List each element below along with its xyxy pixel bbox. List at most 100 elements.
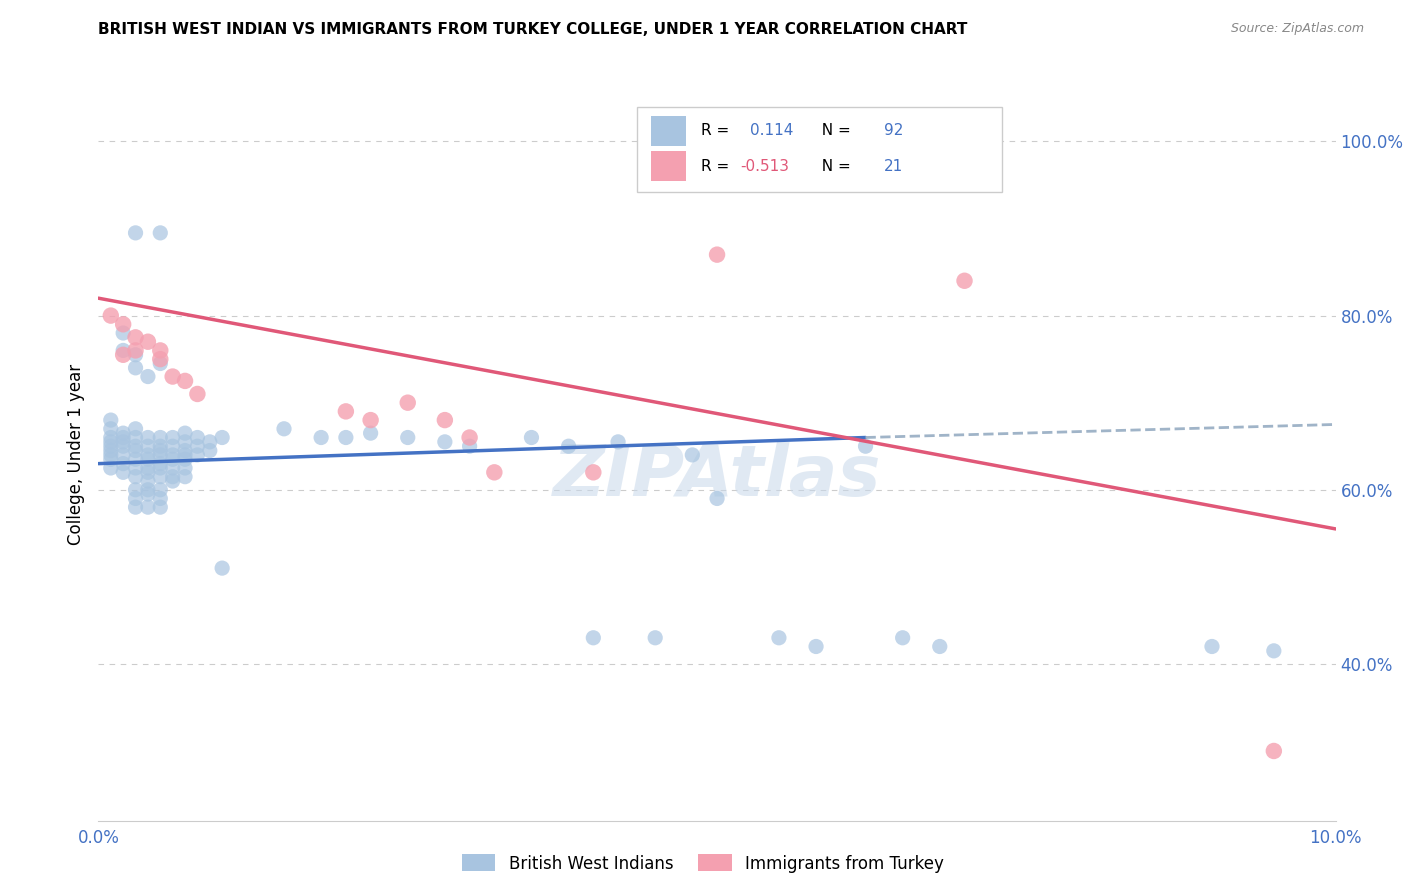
Text: R =: R = <box>702 159 734 174</box>
Text: BRITISH WEST INDIAN VS IMMIGRANTS FROM TURKEY COLLEGE, UNDER 1 YEAR CORRELATION : BRITISH WEST INDIAN VS IMMIGRANTS FROM T… <box>98 22 967 37</box>
Point <box>136 334 159 349</box>
Point <box>174 426 197 441</box>
Point <box>396 395 419 409</box>
Point <box>149 352 172 367</box>
Bar <box>651 151 686 181</box>
Text: 21: 21 <box>884 159 903 174</box>
Point <box>162 469 184 483</box>
Point <box>891 631 914 645</box>
Point <box>582 631 605 645</box>
Point <box>174 374 197 388</box>
Point <box>136 466 159 480</box>
Point <box>433 413 456 427</box>
Text: Source: ZipAtlas.com: Source: ZipAtlas.com <box>1230 22 1364 36</box>
Point <box>112 318 135 332</box>
Point <box>136 452 159 467</box>
Point <box>112 348 135 362</box>
Point <box>174 452 197 467</box>
Point <box>112 457 135 471</box>
Point <box>162 430 184 444</box>
Point <box>124 430 146 444</box>
Point <box>124 330 146 344</box>
Point <box>124 452 146 467</box>
Point <box>124 439 146 453</box>
Point <box>928 640 950 654</box>
Point <box>162 461 184 475</box>
Point <box>211 430 233 444</box>
Point <box>186 448 208 462</box>
Point <box>136 461 159 475</box>
Point <box>174 443 197 458</box>
Point <box>162 369 184 384</box>
Point <box>855 439 877 453</box>
Point <box>1263 644 1285 658</box>
Point <box>557 439 579 453</box>
Point <box>112 434 135 449</box>
Point <box>149 491 172 506</box>
Point <box>360 413 382 427</box>
Point <box>124 422 146 436</box>
Point <box>804 640 827 654</box>
Point <box>112 439 135 453</box>
Point <box>136 439 159 453</box>
Point <box>124 491 146 506</box>
Point <box>644 631 666 645</box>
Point <box>186 430 208 444</box>
Point <box>706 491 728 506</box>
Point <box>100 309 122 323</box>
Point <box>162 474 184 488</box>
Text: ZIPAtlas: ZIPAtlas <box>553 442 882 511</box>
Point <box>149 457 172 471</box>
Point <box>174 461 197 475</box>
Point <box>433 434 456 449</box>
Point <box>100 430 122 444</box>
Point <box>162 452 184 467</box>
Point <box>124 360 146 375</box>
Point <box>136 369 159 384</box>
Point <box>100 461 122 475</box>
Point <box>706 247 728 261</box>
Point <box>149 430 172 444</box>
Point <box>520 430 543 444</box>
Point <box>582 466 605 480</box>
FancyBboxPatch shape <box>637 108 1001 192</box>
Text: N =: N = <box>813 123 856 138</box>
Point <box>149 448 172 462</box>
Point <box>124 343 146 358</box>
Point <box>124 500 146 515</box>
Point <box>607 434 630 449</box>
Text: 0.114: 0.114 <box>751 123 794 138</box>
Point <box>149 469 172 483</box>
Point <box>112 326 135 340</box>
Point <box>136 483 159 497</box>
Point <box>335 430 357 444</box>
Point <box>124 443 146 458</box>
Point <box>136 487 159 501</box>
Point <box>100 422 122 436</box>
Point <box>112 343 135 358</box>
Point <box>112 426 135 441</box>
Point <box>136 430 159 444</box>
Point <box>149 356 172 371</box>
Point <box>273 422 295 436</box>
Point <box>124 226 146 240</box>
Point <box>136 500 159 515</box>
Point <box>149 343 172 358</box>
Text: 92: 92 <box>884 123 904 138</box>
Point <box>149 443 172 458</box>
Text: N =: N = <box>813 159 856 174</box>
Point <box>149 439 172 453</box>
Point <box>100 439 122 453</box>
Point <box>100 448 122 462</box>
Point <box>112 466 135 480</box>
Point <box>186 387 208 401</box>
Text: R =: R = <box>702 123 734 138</box>
Point <box>198 434 221 449</box>
Point <box>174 469 197 483</box>
Point <box>100 413 122 427</box>
Bar <box>651 116 686 146</box>
Point <box>396 430 419 444</box>
Point <box>149 500 172 515</box>
Point <box>458 439 481 453</box>
Point <box>484 466 506 480</box>
